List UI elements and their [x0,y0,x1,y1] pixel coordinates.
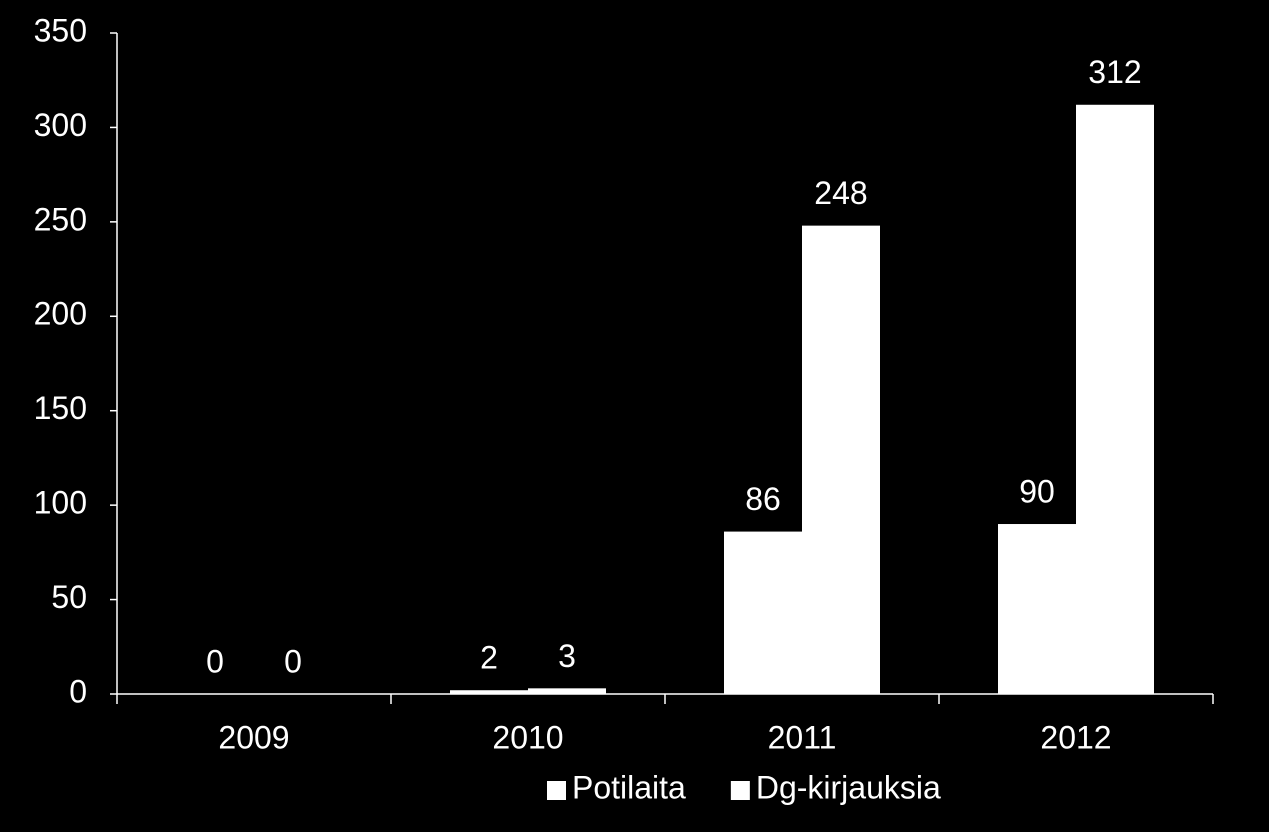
y-tick-label: 0 [69,673,87,709]
bar [724,531,802,694]
y-tick-label: 200 [34,296,87,332]
y-tick-label: 100 [34,485,87,521]
data-label: 0 [206,643,224,679]
data-label: 248 [814,175,867,211]
legend-label: Potilaita [572,769,686,805]
x-tick-label: 2012 [1040,719,1111,755]
y-tick-label: 250 [34,201,87,237]
y-tick-label: 300 [34,107,87,143]
x-tick-label: 2010 [492,719,563,755]
x-tick-label: 2011 [768,719,837,755]
data-label: 0 [284,643,302,679]
bar [998,524,1076,694]
data-label: 2 [480,640,498,676]
legend-swatch [730,781,750,800]
y-tick-label: 50 [51,579,87,615]
data-label: 86 [745,481,781,517]
legend-swatch [547,781,566,800]
data-label: 3 [558,638,576,674]
bar [1076,104,1154,694]
data-label: 90 [1019,473,1055,509]
data-label: 312 [1088,54,1141,90]
y-tick-label: 350 [34,12,87,48]
y-tick-label: 150 [34,390,87,426]
bar [802,225,880,695]
bar [450,690,528,694]
legend-label: Dg-kirjauksia [756,769,941,805]
bar [528,688,606,694]
x-tick-label: 2009 [218,719,289,755]
